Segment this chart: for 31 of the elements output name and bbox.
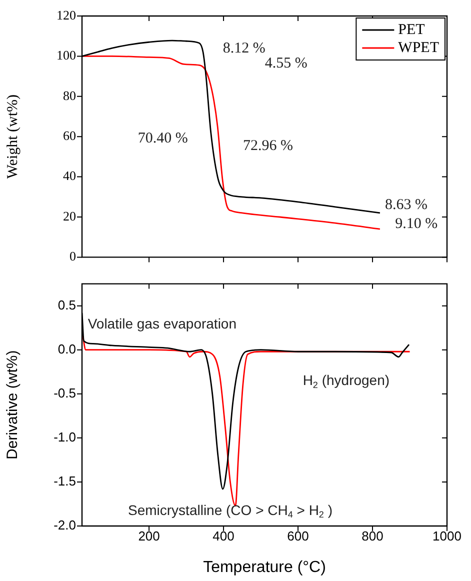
- x-tick-label: 400: [212, 528, 234, 544]
- legend-label: PET: [398, 22, 425, 38]
- y-tick-label: -1.0: [54, 430, 76, 445]
- y-tick-label: 40: [63, 168, 76, 184]
- x-tick-label: 600: [287, 528, 309, 544]
- y-tick-label: 100: [56, 48, 76, 63]
- y-tick-label: -1.5: [54, 474, 76, 489]
- y-tick-label: 0: [70, 248, 76, 264]
- x-tick-label: 1000: [432, 528, 462, 544]
- y-axis-title: Derivative (wt%): [4, 350, 22, 460]
- y-tick-label: 60: [63, 128, 76, 144]
- annotation: Volatile gas evaporation: [88, 315, 237, 332]
- y-tick-label: 80: [63, 88, 76, 103]
- y-tick-label: 0.0: [58, 341, 76, 356]
- y-tick-label: 0.5: [58, 297, 76, 312]
- annotation: 72.96 %: [242, 138, 293, 154]
- y-tick-label: 20: [63, 208, 76, 224]
- annotation: 4.55 %: [264, 55, 308, 72]
- y-tick-label: -2.0: [54, 518, 76, 533]
- line-series: [82, 56, 381, 230]
- x-tick-label: 800: [362, 528, 384, 544]
- y-axis-title: Weight (wt%): [4, 94, 21, 179]
- annotation: 70.40 %: [138, 130, 188, 146]
- annotation: 9.10 %: [395, 216, 438, 232]
- annotation: 8.63 %: [384, 196, 428, 213]
- y-tick-label: 120: [56, 7, 76, 22]
- x-tick-label: 200: [138, 528, 160, 544]
- y-tick-label: -0.5: [54, 385, 76, 400]
- x-axis-title: Temperature (°C): [203, 558, 326, 576]
- legend-label: WPET: [398, 40, 440, 56]
- annotation: 8.12 %: [222, 40, 266, 56]
